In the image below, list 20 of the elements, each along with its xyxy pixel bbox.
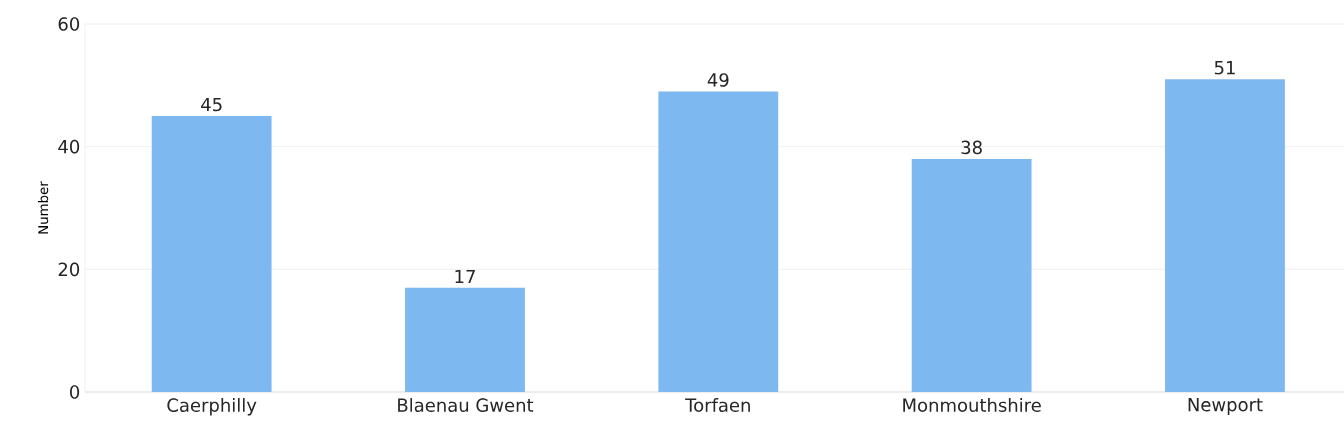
x-tick-label: Monmouthshire <box>903 398 1041 412</box>
y-tick-label: 60 <box>58 17 80 31</box>
bar <box>1165 79 1285 392</box>
data-label: 51 <box>1214 61 1235 75</box>
x-tick-label: Blaenau Gwent <box>398 398 534 412</box>
x-tick-label: Newport <box>1188 398 1263 415</box>
bar <box>658 91 779 392</box>
y-axis-title: Number <box>37 181 49 234</box>
data-label: 49 <box>707 73 729 87</box>
y-tick-label: 20 <box>58 262 80 277</box>
data-label: 38 <box>961 140 982 155</box>
bar <box>911 158 1032 392</box>
data-label: 45 <box>201 97 222 112</box>
data-label: 17 <box>455 269 475 284</box>
x-tick-label: Caerphilly <box>167 398 257 416</box>
y-tick-label: 40 <box>58 139 80 154</box>
x-tick-label: Torfaen <box>685 398 750 412</box>
bar <box>151 116 272 392</box>
y-tick-label: 0 <box>70 385 80 399</box>
bar <box>405 287 525 392</box>
